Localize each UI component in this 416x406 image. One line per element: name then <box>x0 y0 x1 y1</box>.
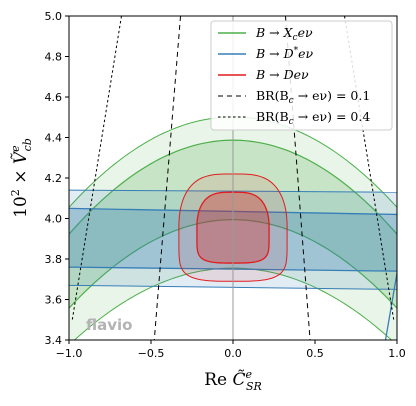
legend-item: BR(Bc → eν) = 0.4 <box>218 109 370 127</box>
x-tick-label: −0.5 <box>138 347 165 360</box>
blue-corner-line <box>384 273 397 340</box>
legend-label: B → D*eν <box>255 46 314 61</box>
y-axis-label-symbol: Ṽ <box>10 150 31 164</box>
x-axis-label-sub: SR <box>246 380 262 393</box>
y-tick-label: 4.4 <box>45 132 63 145</box>
legend-item: B → Xceν <box>218 25 313 43</box>
y-tick-label: 3.4 <box>45 334 63 347</box>
legend-frame <box>210 20 393 131</box>
legend-item: B → D*eν <box>218 46 314 61</box>
legend-item: BR(Bc → eν) = 0.1 <box>218 88 370 106</box>
y-tick-label: 4.2 <box>45 172 63 185</box>
legend-label: B → Deν <box>255 67 309 82</box>
y-tick-label: 5.0 <box>45 10 63 23</box>
y-axis-label-mid: × <box>11 164 31 189</box>
y-tick-label: 3.8 <box>45 253 63 266</box>
watermark-label: flavio <box>86 316 132 334</box>
x-axis-label-symbol: C̃ <box>232 370 245 390</box>
x-tick-label: −1.0 <box>56 347 83 360</box>
y-tick-label: 4.8 <box>45 51 63 64</box>
legend-label: BR(Bc → eν) = 0.1 <box>256 88 370 106</box>
plot-area <box>69 16 397 340</box>
green-inner-band <box>69 140 397 309</box>
y-tick-label: 3.6 <box>45 294 63 307</box>
y-axis-label: 102 × Ṽecb <box>9 138 34 218</box>
legend-label: B → Xceν <box>255 25 313 43</box>
legend-label: BR(Bc → eν) = 0.4 <box>256 109 370 127</box>
x-axis-label-sup: e <box>245 368 252 381</box>
x-tick-label: 1.0 <box>388 347 406 360</box>
axes: −1.0 −0.5 0.0 0.5 1.0 3.4 3.6 3.8 4.0 4.2 4.4 4.6 4.… <box>45 10 406 360</box>
x-axis-label: Re C̃e SR <box>204 368 262 393</box>
legend-item: B → Deν <box>218 67 309 82</box>
y-axis-label-exp: 2 <box>9 189 22 196</box>
x-tick-label: 0.5 <box>306 347 324 360</box>
legend: B → Xceν B → D*eν B → Deν BR(Bc → eν) = 0.1… <box>210 20 393 131</box>
y-axis-label-prefix: 10 <box>11 196 31 218</box>
x-tick-label: 0.0 <box>224 347 242 360</box>
x-axis-label-main: Re <box>204 370 232 390</box>
br-line-left <box>71 16 122 320</box>
y-axis-label-sub: cb <box>21 138 34 151</box>
y-tick-label: 4.6 <box>45 91 63 104</box>
y-axis-label-sup: e <box>9 145 22 152</box>
y-tick-label: 4.0 <box>45 213 63 226</box>
br-line-left <box>153 16 182 340</box>
